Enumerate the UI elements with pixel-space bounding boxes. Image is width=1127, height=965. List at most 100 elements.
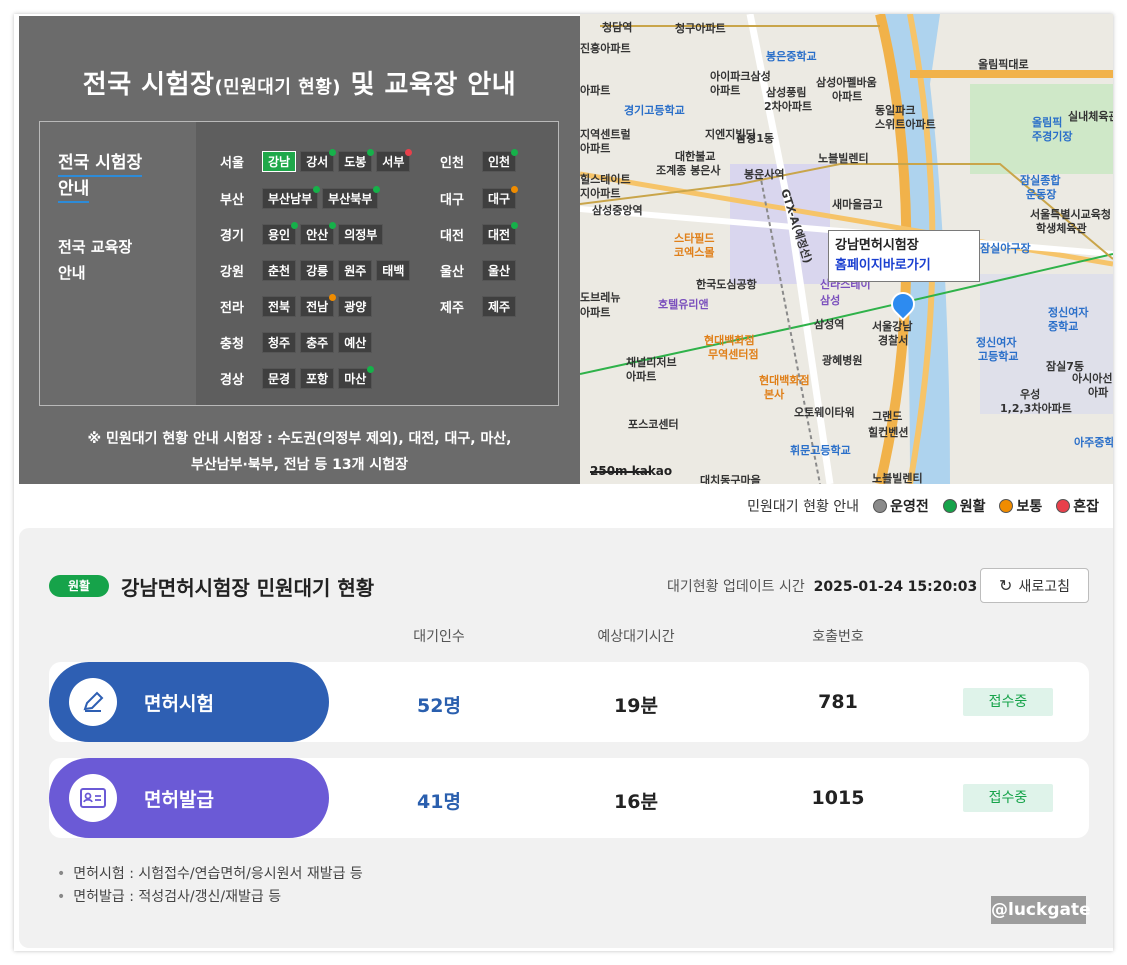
map-place-label: 스위트아파트 [875,118,936,131]
page: 전국 시험장(민원대기 현황) 및 교육장 안내 전국 시험장 안내 전국 교육장… [14,14,1113,951]
region-row: 제주 제주 [440,295,520,317]
status-dot-icon [405,148,413,156]
map-place-label: 삼성풍림 [766,86,807,99]
refresh-button[interactable]: ↻ 새로고침 [980,568,1089,603]
map-place-label: 서울특별시교육청 [1030,208,1111,221]
exam-site-button[interactable]: 부산남부 [262,185,321,209]
map-place-label: 현대백화점 [759,374,810,387]
map-place-label: 한국도심공항 [696,278,757,291]
map-place-label: 2차아파트 [764,100,813,113]
exam-site-button[interactable]: 제주 [482,295,517,317]
map-place-label: 정신여자 [976,336,1017,349]
status-dot-icon [313,185,321,193]
map-place-label: 삼성아펠바움 [816,76,877,89]
map-place-label: 주경기장 [1032,130,1073,143]
tab-exam-sites[interactable]: 전국 시험장 안내 [58,150,143,203]
map-place-label: 경찰서 [878,334,909,347]
map-place-label: 현대백화점 [704,334,755,347]
exam-site-button[interactable]: 강남 [262,150,297,172]
status-dot-icon [511,148,519,156]
map-place-label: 포스코센터 [628,418,679,431]
status-dot-icon [329,221,337,229]
exam-wait-time: 19분 [614,695,658,717]
exam-site-button[interactable]: 대전 [482,221,519,245]
map-place-label: 봉은중학교 [766,50,817,63]
license-pill: 면허발급 [49,758,329,838]
map-place-label: 대한불교 [675,150,716,163]
exam-site-button[interactable]: 전남 [300,293,337,317]
exam-site-button[interactable]: 강서 [300,148,337,172]
exam-site-button[interactable]: 예산 [338,331,373,353]
map-place-label: 삼성 [820,294,841,307]
legend-title: 민원대기 현황 안내 [747,499,860,515]
map-place-label: 잠실종합 [1020,174,1061,187]
map-place-label: 아파트 [626,370,657,383]
region-row: 부산 부산남부 부산북부 [220,185,382,209]
exam-site-button[interactable]: 서부 [376,148,413,172]
map-place-label: 학생체육관 [1036,222,1087,235]
info-site-name: 강남면허시험장 [835,238,919,253]
region-name: 전라 [220,300,244,316]
exam-site-button[interactable]: 원주 [338,259,373,281]
exam-waiting: 52명 [417,695,461,717]
license-waiting: 41명 [417,791,461,813]
exam-site-button[interactable]: 의정부 [338,223,384,245]
status-dot-icon [511,185,519,193]
exam-site-button[interactable]: 부산북부 [322,185,381,209]
map-place-label: 무역센터점 [708,348,759,361]
exam-site-button[interactable]: 용인 [262,221,299,245]
exam-site-button[interactable]: 울산 [482,259,517,281]
map-place-label: 호텔유리앤 [658,298,709,311]
exam-site-button[interactable]: 충주 [300,331,335,353]
exam-site-button[interactable]: 광양 [338,295,373,317]
exam-site-button[interactable]: 안산 [300,221,337,245]
exam-site-button[interactable]: 전북 [262,295,297,317]
homepage-link[interactable]: 홈페이지바로가기 [835,258,931,273]
map-place-label: 대치동구마을 [700,474,761,484]
region-row: 인천 인천 [440,148,520,172]
map-place-label: 잠실야구장 [980,242,1031,255]
status-title: 강남면허시험장 민원대기 현황 [121,576,375,600]
legend-dot-icon [999,499,1014,513]
kakao-logo: kakao [631,464,673,478]
map-place-label: 광혜병원 [822,354,863,367]
region-row: 대구 대구 [440,185,520,209]
exam-site-button[interactable]: 인천 [482,148,519,172]
exam-site-button[interactable]: 춘천 [262,259,297,281]
exam-call-number: 781 [818,691,858,713]
exam-site-button[interactable]: 문경 [262,367,297,389]
legend-item: 보통 [999,496,1042,516]
map[interactable]: 청담역 청구아파트 진흥아파트 봉은중학교 올림픽대로 아이파크삼성 아파트 삼성아펠바움 아파… [580,14,1113,484]
map-place-label: 우성 [1020,388,1041,401]
map-place-label: 오토웨이타워 [794,406,855,419]
map-place-label: 새마을금고 [832,198,883,211]
map-place-label: 지아파트 [580,187,621,200]
exam-site-button[interactable]: 태백 [376,259,411,281]
panel-note: ※ 민원대기 현황 안내 시험장 : 수도권(의정부 제외), 대전, 대구, … [87,431,512,473]
status-dot-icon [367,148,375,156]
map-place-label: 동일파크 [875,104,916,117]
map-place-label: 본사 [764,388,785,401]
status-dot-icon [329,148,337,156]
tab-education-sites[interactable]: 전국 교육장 안내 [58,238,133,282]
status-dot-icon [291,221,299,229]
exam-site-button[interactable]: 대구 [482,185,519,209]
region-name: 울산 [440,264,464,280]
exam-site-button[interactable]: 포항 [300,367,335,389]
map-place-label: 지역센트럴 [580,128,631,141]
watermark: @luckgate [991,896,1091,924]
exam-site-button[interactable]: 청주 [262,331,297,353]
legend-item: 혼잡 [1056,496,1099,516]
exam-site-button[interactable]: 마산 [338,365,375,389]
exam-site-button[interactable]: 강릉 [300,259,335,281]
map-place-label: 봉은사역 [744,168,785,181]
map-place-label: 지엔지빌딩 [705,128,756,141]
map-place-label: 실내체육관 [1068,110,1113,123]
map-place-label: 잠실7동 [1046,360,1085,373]
region-name: 대구 [440,192,464,208]
status-dot-icon [367,365,375,373]
status-badge: 원활 [49,575,109,597]
map-place-label: 중학교 [1048,320,1079,333]
exam-site-button[interactable]: 도봉 [338,148,375,172]
region-row: 울산 울산 [440,259,520,281]
